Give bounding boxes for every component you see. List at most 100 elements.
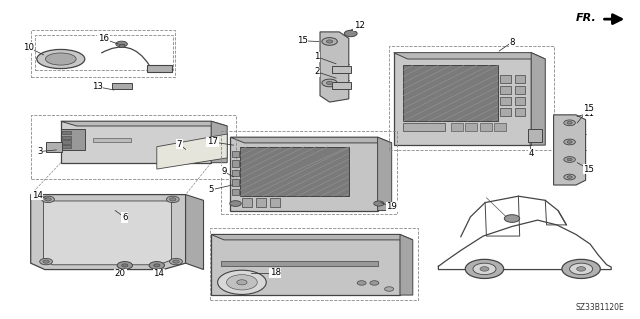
Circle shape [237,280,247,285]
Bar [403,65,498,121]
Circle shape [322,38,337,45]
Text: 15: 15 [583,165,595,174]
Bar [451,123,463,131]
Bar [211,234,400,295]
Bar [119,44,124,47]
Circle shape [230,201,241,206]
Ellipse shape [45,53,76,65]
Polygon shape [378,137,392,211]
Circle shape [45,198,51,201]
Circle shape [149,262,164,269]
Bar [31,115,236,179]
Circle shape [564,139,575,145]
Circle shape [173,260,179,263]
Bar [221,131,397,214]
Bar [500,97,511,105]
Bar [232,151,239,157]
Circle shape [567,122,572,124]
Text: 14: 14 [31,191,43,200]
Text: 13: 13 [92,82,103,91]
Circle shape [473,263,496,275]
Circle shape [567,176,572,178]
Circle shape [564,120,575,126]
Circle shape [40,258,52,265]
Polygon shape [320,32,349,102]
Circle shape [385,287,394,291]
Circle shape [326,81,333,85]
Text: 17: 17 [207,137,218,146]
Bar [232,170,239,176]
Bar [232,179,239,186]
Circle shape [154,264,160,267]
Text: SZ33B1120E: SZ33B1120E [575,303,624,312]
Text: 7: 7 [177,140,182,149]
Polygon shape [31,195,186,270]
Bar [31,30,175,77]
Bar [35,35,173,70]
Bar [46,142,62,152]
Text: 3: 3 [37,147,42,156]
Bar [242,198,252,207]
Circle shape [42,196,54,203]
Circle shape [564,157,575,162]
Bar [500,75,511,83]
Text: 10: 10 [22,43,34,52]
Polygon shape [554,115,586,185]
Bar [515,97,525,105]
Bar [494,123,506,131]
Bar [62,140,71,144]
Text: 15: 15 [296,36,308,45]
Circle shape [170,198,176,201]
Text: 12: 12 [354,21,365,30]
Text: 16: 16 [98,34,109,43]
Circle shape [322,79,337,87]
Bar [270,198,280,207]
Text: 6: 6 [122,213,127,222]
Circle shape [504,215,520,222]
Circle shape [465,259,504,278]
Bar [240,147,349,196]
Circle shape [227,275,257,290]
Polygon shape [211,234,413,240]
Circle shape [117,262,132,269]
Text: 19: 19 [387,202,397,211]
Circle shape [166,196,179,203]
Bar [232,160,239,167]
Circle shape [344,30,357,37]
Text: 9: 9 [221,167,227,176]
Text: 1: 1 [314,52,319,61]
Bar [62,131,71,134]
Polygon shape [211,121,227,163]
Bar [500,86,511,94]
Bar [62,145,71,148]
Circle shape [370,281,379,285]
Text: 11: 11 [583,109,595,118]
Bar [61,129,85,150]
Polygon shape [186,195,204,270]
Circle shape [570,263,593,275]
Circle shape [562,259,600,278]
Polygon shape [531,53,545,145]
Circle shape [326,40,333,43]
Circle shape [357,281,366,285]
Bar [210,228,418,300]
Text: 20: 20 [115,269,126,278]
Circle shape [577,267,586,271]
Text: 4: 4 [529,149,534,158]
Text: 14: 14 [153,269,164,278]
Circle shape [567,141,572,143]
Bar [147,65,172,72]
Bar [230,137,378,211]
Polygon shape [230,137,392,143]
Text: 15: 15 [583,104,595,113]
Circle shape [122,264,128,267]
Bar [515,108,525,116]
Bar [93,138,131,142]
Bar [480,123,492,131]
Text: 18: 18 [269,268,281,277]
Text: 2: 2 [314,67,319,76]
Bar [332,66,351,73]
Ellipse shape [36,49,85,69]
Polygon shape [44,201,172,265]
Bar [500,108,511,116]
